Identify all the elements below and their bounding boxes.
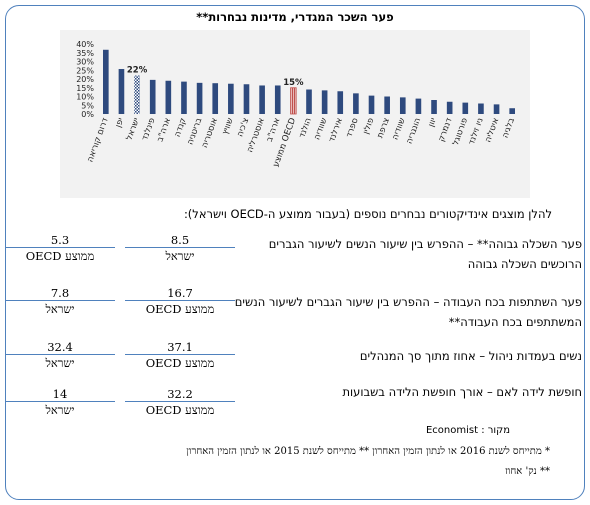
x-tick-label: פולין — [361, 117, 376, 136]
value-number: 8.5 — [170, 233, 190, 247]
value-number: 32.4 — [47, 340, 73, 354]
x-tick-label: שוודיה — [312, 117, 329, 142]
value-number: 32.2 — [167, 387, 193, 401]
indicator-2-right-value: 16.7 ממוצע OECD — [125, 286, 235, 317]
value-label: ישראל — [165, 249, 195, 263]
bar — [274, 85, 281, 114]
indicator-1-left-value: 5.3 ממוצע OECD — [5, 233, 115, 264]
bar — [353, 93, 359, 114]
chart-area: 0% 5% 10% 15% 20% 25% 30% 35% 40% דרום קוריאה יפן… — [60, 30, 530, 198]
bar — [212, 83, 219, 114]
indicator-4-left-value: 14 ישראל — [5, 387, 115, 418]
x-tick-label: צ'כיה — [235, 117, 251, 139]
value-rule — [5, 354, 115, 355]
indicator-3-right-value: 37.1 ממוצע OECD — [125, 340, 235, 371]
x-tick-label: יפן — [114, 117, 127, 129]
value-rule — [5, 247, 115, 248]
bar — [337, 91, 344, 114]
data-label: 22% — [127, 66, 148, 76]
y-tick-label: 5% — [81, 101, 94, 110]
value-number: 14 — [52, 387, 68, 401]
x-tick-label: אירלנד — [327, 117, 345, 144]
indicator-1-right-value: 8.5 ישראל — [125, 233, 235, 264]
value-label: ממוצע OECD — [145, 356, 215, 370]
indicator-label-4: חופשת לידה לאם – אורך חופשת הלידה בשבועו… — [342, 385, 582, 399]
x-tick-label: איטליה — [483, 117, 501, 144]
bar — [431, 100, 437, 114]
bar — [415, 98, 422, 114]
bar — [462, 102, 469, 114]
y-tick-label: 25% — [76, 66, 94, 75]
chart-title: פער השכר המגדרי, מדינות נבחרות** — [196, 10, 394, 24]
indicator-label-2: פער השתתפות בכח העבודה – ההפרש בין שיעור… — [234, 295, 582, 329]
data-label: 15% — [283, 78, 304, 88]
value-label: ממוצע OECD — [145, 302, 215, 316]
bar — [446, 101, 453, 114]
bar — [290, 87, 297, 115]
bar — [321, 90, 328, 114]
value-number: 37.1 — [167, 340, 193, 354]
x-tick-label: קנדה — [173, 117, 189, 139]
y-tick-label: 40% — [76, 40, 94, 49]
indicator-3-left-value: 32.4 ישראל — [5, 340, 115, 371]
value-rule — [5, 300, 115, 301]
indicator-label-3: נשים בעמדות ניהול – אחוז מתוך סך המנהלים — [359, 349, 582, 363]
value-rule — [125, 401, 235, 402]
value-number: 5.3 — [50, 233, 70, 247]
bar — [478, 103, 484, 114]
value-number: 16.7 — [167, 286, 193, 300]
y-tick-label: 30% — [76, 58, 94, 67]
bar — [181, 81, 187, 114]
bar — [243, 84, 250, 114]
bar — [259, 85, 265, 114]
x-tick-label: שוודיה — [390, 117, 407, 142]
value-label: ישראל — [45, 403, 75, 417]
value-rule — [125, 354, 235, 355]
indicator-label-1: פער השכלה גבוהה** – ההפרש בין שיעור הנשי… — [268, 237, 582, 271]
bar — [493, 104, 500, 114]
bar — [399, 97, 406, 114]
value-label: ישראל — [45, 302, 75, 316]
bar — [228, 83, 234, 114]
bar — [509, 108, 515, 114]
bar — [118, 69, 125, 114]
source-line: מקור : Economist — [425, 425, 510, 436]
value-label: ממוצע OECD — [25, 249, 95, 263]
bar — [103, 49, 109, 114]
value-rule — [125, 300, 235, 301]
x-tick-label: יוון — [426, 117, 438, 129]
y-tick-label: 35% — [76, 49, 94, 58]
x-tick-label: צרפת — [375, 117, 391, 140]
x-tick-label: בלגיה — [501, 117, 518, 140]
value-rule — [125, 247, 235, 248]
indicator-4-right-value: 32.2 ממוצע OECD — [125, 387, 235, 418]
outer-frame — [5, 5, 585, 500]
bar — [196, 82, 203, 114]
bar — [306, 89, 312, 114]
bar — [134, 75, 140, 114]
value-label: ישראל — [45, 356, 75, 370]
indicators-subtitle: להלן מוצגים אינדיקטורים נבחרים נוספים (ב… — [183, 207, 552, 221]
x-tick-label: הולנד — [297, 117, 313, 140]
y-tick-label: 15% — [76, 84, 94, 93]
x-tick-label: הונגריה — [405, 117, 424, 146]
value-number: 7.8 — [50, 286, 70, 300]
y-tick-label: 20% — [76, 75, 94, 84]
x-tick-label: דרום קוריאה — [85, 116, 110, 163]
x-tick-label: ספרד — [344, 116, 360, 139]
footnote-2: ** נק' אחוז — [505, 466, 550, 477]
indicator-2-left-value: 7.8 ישראל — [5, 286, 115, 317]
bar-chart: 0%5%10%15%20%25%30%35%40% דרום קוריאה יפן… — [76, 40, 518, 168]
value-label: ממוצע OECD — [145, 403, 215, 417]
y-tick-label: 10% — [76, 93, 94, 102]
bar — [149, 79, 156, 114]
footnote-1: * מתייחס לשנת 2016 או לנתון הזמין האחרון… — [186, 446, 550, 457]
bar — [165, 80, 172, 114]
bar — [368, 95, 375, 114]
y-tick-label: 0% — [81, 110, 94, 119]
bar — [384, 96, 390, 114]
value-rule — [5, 401, 115, 402]
x-tick-label: שוויץ — [220, 117, 235, 137]
x-tick-label: ארה"ב — [155, 117, 173, 144]
